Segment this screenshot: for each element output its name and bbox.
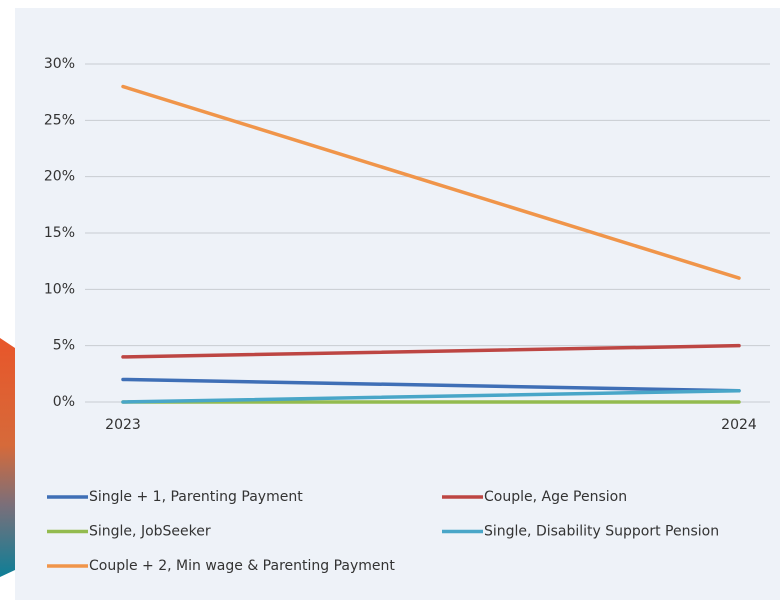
decoration <box>0 338 15 577</box>
series-line <box>121 84 741 280</box>
legend-label: Couple, Age Pension <box>484 489 627 505</box>
legend-label: Couple + 2, Min wage & Parenting Payment <box>89 558 395 574</box>
series-line <box>121 343 741 359</box>
y-tick-label: 30% <box>44 56 75 72</box>
series-line <box>121 388 741 404</box>
y-tick-label: 15% <box>44 225 75 241</box>
y-tick-label: 0% <box>53 394 75 410</box>
y-tick-label: 5% <box>53 338 75 354</box>
legend-label: Single + 1, Parenting Payment <box>89 489 303 505</box>
legend-label: Single, Disability Support Pension <box>484 524 719 540</box>
x-tick-label: 2024 <box>721 417 757 433</box>
y-tick-label: 20% <box>44 169 75 185</box>
series-line <box>121 377 741 393</box>
y-tick-label: 10% <box>44 281 75 297</box>
panel <box>15 8 780 600</box>
legend-label: Single, JobSeeker <box>89 524 211 540</box>
y-tick-label: 25% <box>44 112 75 128</box>
x-tick-label: 2023 <box>105 417 141 433</box>
